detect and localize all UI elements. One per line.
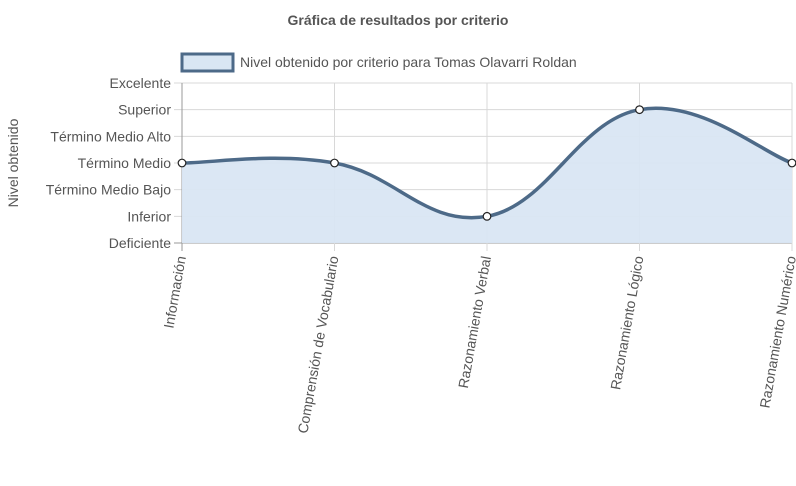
y-tick-label: Inferior <box>127 208 171 224</box>
x-axis-ticks: Información Comprensión de Vocabulario Raz… <box>160 255 796 435</box>
data-point[interactable] <box>635 105 644 115</box>
y-tick-label: Deficiente <box>109 235 171 251</box>
x-tick-label: Comprensión de Vocabulario <box>294 255 341 435</box>
y-tick-label: Término Medio Bajo <box>46 182 171 198</box>
legend-swatch <box>180 52 235 73</box>
series-layer <box>177 105 796 244</box>
x-tick-label: Razonamiento Verbal <box>455 255 494 390</box>
data-point[interactable] <box>330 158 339 168</box>
x-tick-label: Información <box>160 255 188 330</box>
x-tick-label: Razonamiento Lógico <box>607 255 646 391</box>
y-tick-label: Término Medio <box>78 155 172 171</box>
y-tick-label: Término Medio Alto <box>50 128 171 144</box>
data-point[interactable] <box>787 158 796 168</box>
x-tick-label: Razonamiento Numérico <box>756 255 796 410</box>
legend-entry: Nivel obtenido por criterio para Tomas O… <box>240 54 577 70</box>
y-tick-label: Excelente <box>110 75 172 91</box>
data-point[interactable] <box>177 158 187 168</box>
y-axis-label: Nivel obtenido <box>5 118 21 207</box>
y-axis-ticks: Deficiente Inferior Término Medio Bajo Térm… <box>46 75 172 251</box>
legend[interactable]: Nivel obtenido por criterio para Tomas O… <box>180 52 577 73</box>
series-area <box>182 108 792 244</box>
chart-title: Gráfica de resultados por criterio <box>288 12 509 28</box>
y-tick-label: Superior <box>118 102 171 118</box>
data-point[interactable] <box>482 211 492 221</box>
